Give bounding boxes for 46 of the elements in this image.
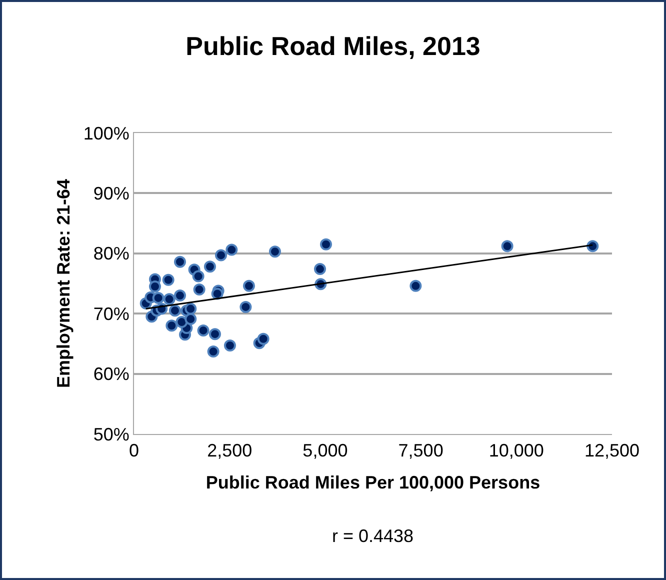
point	[193, 284, 206, 296]
point	[192, 270, 204, 282]
point	[174, 290, 186, 302]
point	[211, 288, 224, 300]
point	[184, 313, 197, 326]
point	[168, 304, 181, 317]
point	[257, 332, 270, 345]
point	[215, 249, 227, 262]
point	[242, 280, 255, 292]
point	[226, 244, 238, 256]
point	[163, 293, 176, 306]
point	[197, 324, 210, 336]
point	[410, 280, 422, 292]
point	[208, 328, 221, 340]
x-tick-label: 12,500	[584, 440, 640, 461]
y-tick-label: 100%	[83, 123, 130, 144]
point	[314, 263, 326, 276]
y-tick-label: 60%	[93, 364, 130, 384]
point	[166, 320, 178, 332]
point	[204, 260, 216, 273]
x-tick-label: 7,500	[398, 440, 444, 461]
x-axis-title: Public Road Miles Per 100,000 Persons	[206, 472, 540, 493]
point	[586, 240, 599, 252]
y-tick-label: 70%	[93, 304, 130, 324]
chart-title: Public Road Miles, 2013	[186, 30, 480, 61]
point	[207, 346, 220, 358]
point	[152, 292, 164, 304]
y-tick-label: 90%	[93, 184, 130, 204]
y-axis-title: Employment Rate: 21-64	[54, 178, 74, 388]
point	[174, 256, 186, 268]
point	[320, 238, 332, 250]
point	[176, 316, 188, 328]
point	[224, 340, 236, 352]
point	[162, 274, 174, 286]
point	[184, 302, 197, 315]
x-tick-label: 2,500	[207, 440, 252, 461]
point	[240, 300, 252, 313]
x-tick-label: 5,000	[302, 440, 348, 461]
y-tick-label: 80%	[93, 244, 130, 264]
text: r = 0.4438	[332, 526, 414, 546]
point	[148, 280, 161, 293]
x-tick-label: 0	[128, 440, 140, 461]
point	[501, 240, 514, 252]
x-tick-label: 10,000	[488, 440, 544, 461]
y-tick-label: 50%	[93, 424, 130, 444]
point	[268, 246, 281, 258]
